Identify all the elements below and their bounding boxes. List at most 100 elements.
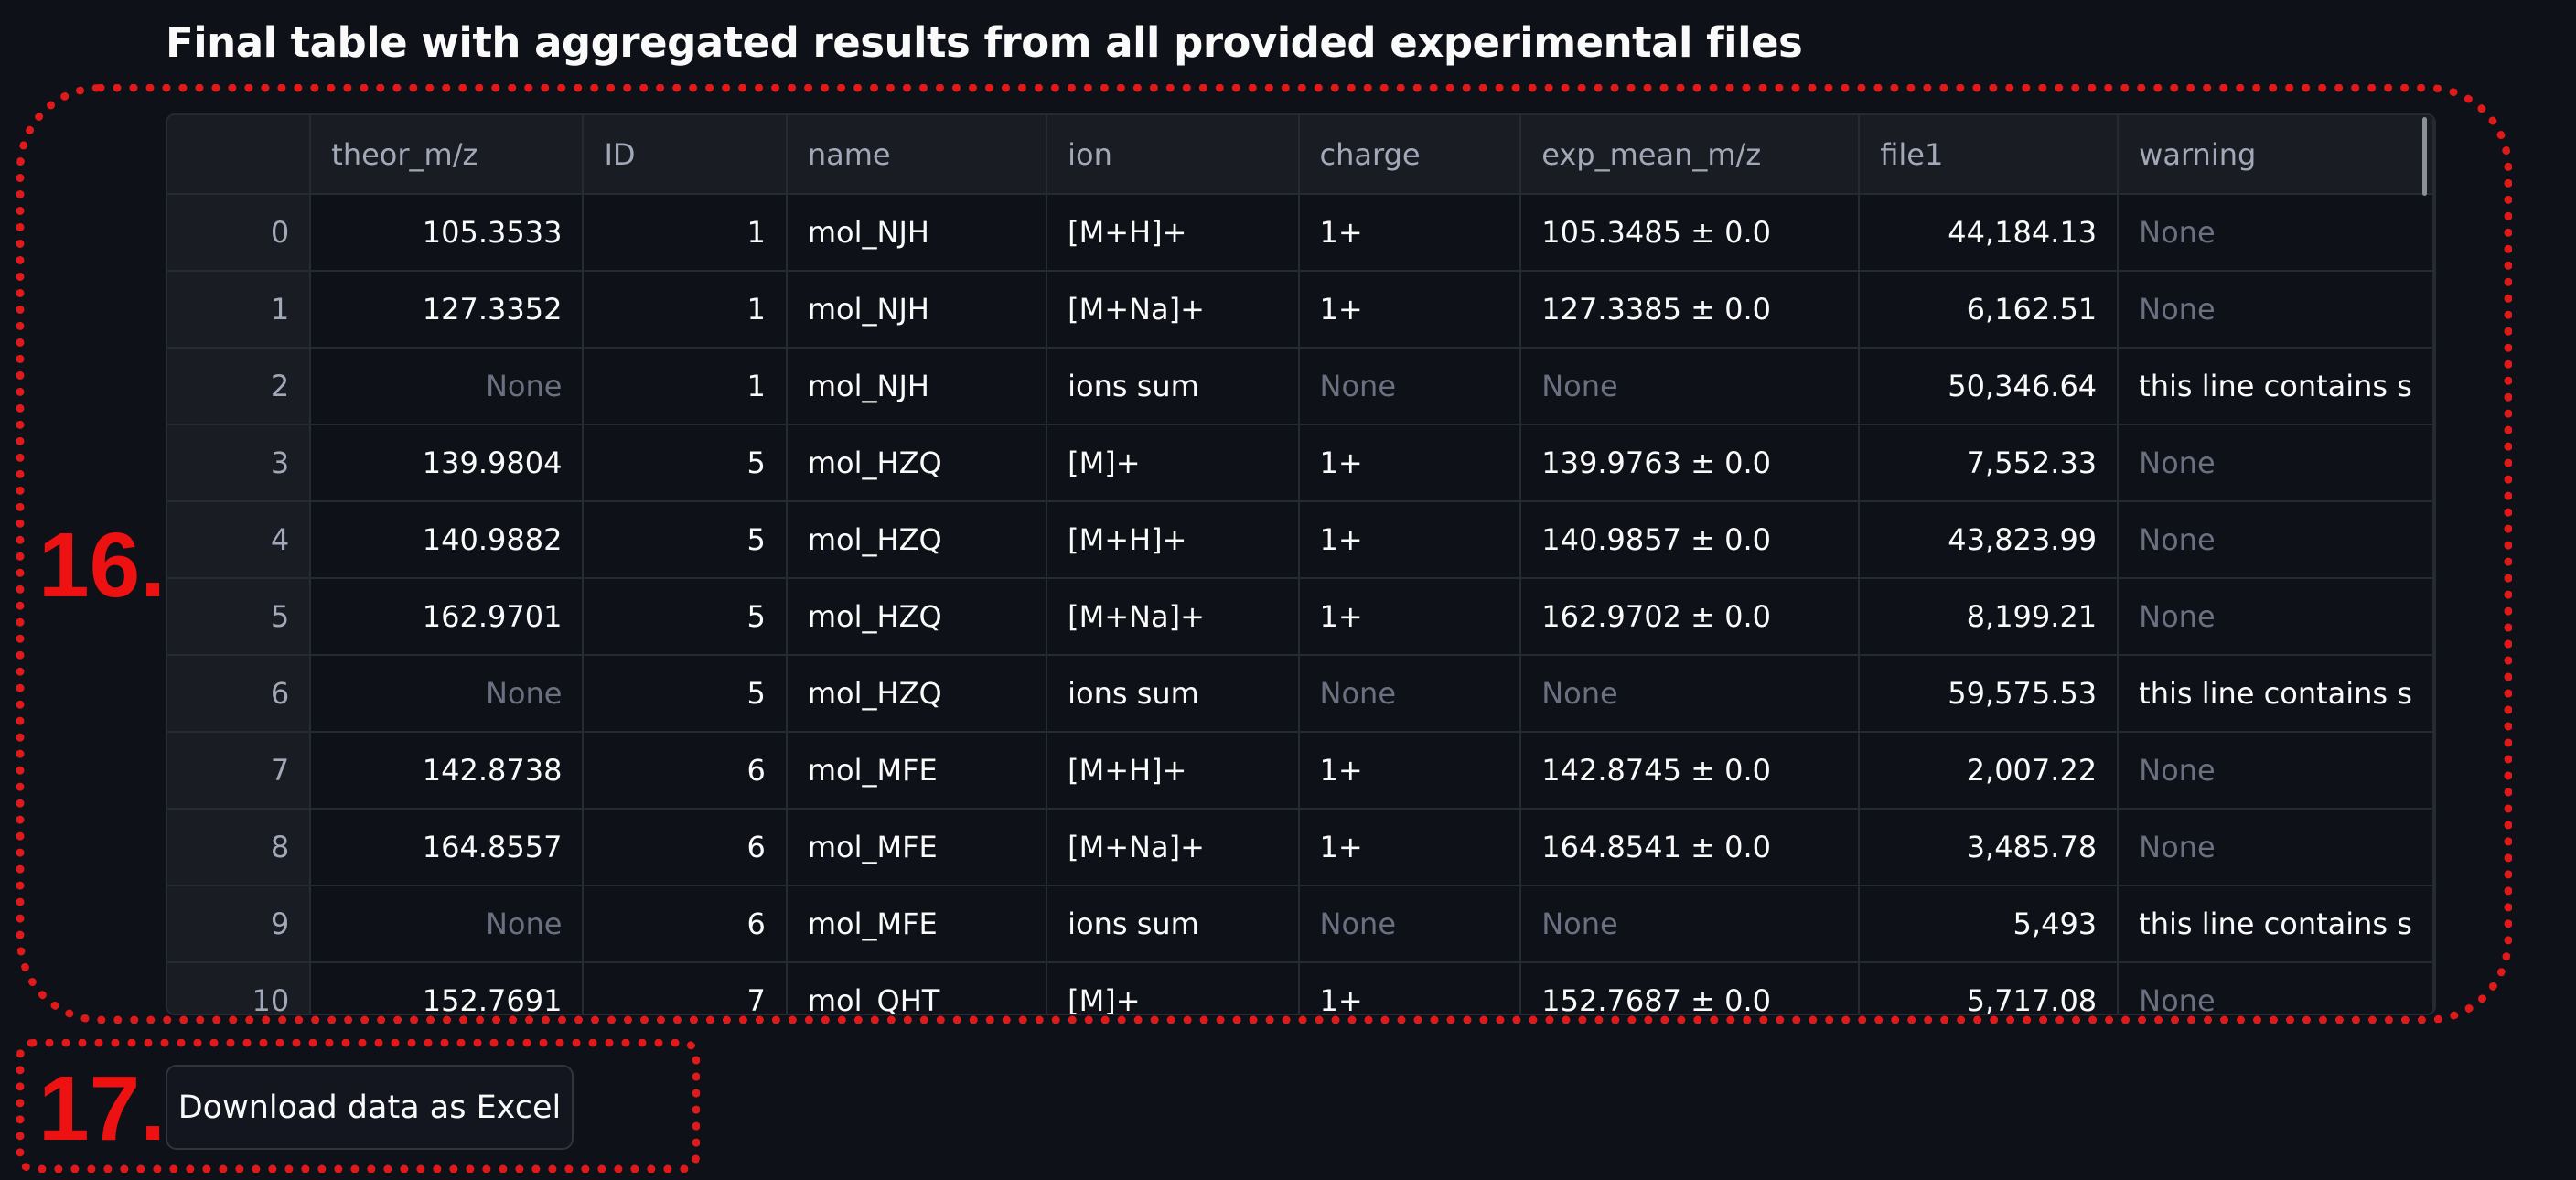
table-row[interactable]: 6 None 5 mol_HZQ ions sum None None 59,575.53 th… <box>167 655 2434 733</box>
column-header[interactable]: name <box>786 115 1048 195</box>
results-table-container[interactable]: theor_m/z ID name ion charge exp_mean_m/z file… <box>166 113 2436 1015</box>
table-cell[interactable]: 1+ <box>1298 424 1522 502</box>
table-cell[interactable]: mol_NJH <box>786 271 1048 349</box>
table-cell[interactable]: 164.8557 <box>310 809 585 886</box>
table-cell[interactable]: 5 <box>583 501 788 579</box>
row-index[interactable]: 9 <box>167 885 312 963</box>
column-header-index[interactable] <box>167 115 312 195</box>
table-cell[interactable]: 5 <box>583 424 788 502</box>
table-cell[interactable]: ions sum <box>1046 348 1300 425</box>
table-row[interactable]: 5 162.9701 5 mol_HZQ [M+Na]+ 1+ 162.9702 ± 0.0… <box>167 578 2434 656</box>
table-cell[interactable]: 43,823.99 <box>1859 501 2120 579</box>
table-cell[interactable]: 140.9882 <box>310 501 585 579</box>
table-cell[interactable]: [M+H]+ <box>1046 732 1300 810</box>
table-cell[interactable]: mol_MFE <box>786 809 1048 886</box>
row-index[interactable]: 6 <box>167 655 312 733</box>
table-cell[interactable]: None <box>1298 885 1522 963</box>
table-cell[interactable]: None <box>310 655 585 733</box>
table-cell[interactable]: None <box>1298 348 1522 425</box>
table-cell[interactable]: mol_MFE <box>786 885 1048 963</box>
table-cell[interactable]: 162.9701 <box>310 578 585 656</box>
table-cell[interactable]: 5,717.08 <box>1859 962 2120 1014</box>
table-cell[interactable]: 6 <box>583 885 788 963</box>
table-cell[interactable]: None <box>2118 732 2434 810</box>
table-cell[interactable]: 6 <box>583 732 788 810</box>
table-cell[interactable]: 142.8745 ± 0.0 <box>1520 732 1861 810</box>
table-cell[interactable]: 1+ <box>1298 194 1522 272</box>
table-cell[interactable]: 3,485.78 <box>1859 809 2120 886</box>
table-cell[interactable]: None <box>2118 578 2434 656</box>
table-cell[interactable]: mol_HZQ <box>786 424 1048 502</box>
row-index[interactable]: 0 <box>167 194 312 272</box>
table-cell[interactable]: 5,493 <box>1859 885 2120 963</box>
table-cell[interactable]: None <box>1520 348 1861 425</box>
table-cell[interactable]: 1+ <box>1298 732 1522 810</box>
table-row[interactable]: 0 105.3533 1 mol_NJH [M+H]+ 1+ 105.3485 ± 0.0 4… <box>167 194 2434 272</box>
table-cell[interactable]: 8,199.21 <box>1859 578 2120 656</box>
table-cell[interactable]: [M]+ <box>1046 962 1300 1014</box>
table-cell[interactable]: 139.9804 <box>310 424 585 502</box>
table-cell[interactable]: 140.9857 ± 0.0 <box>1520 501 1861 579</box>
table-cell[interactable]: [M+H]+ <box>1046 194 1300 272</box>
column-header[interactable]: charge <box>1298 115 1522 195</box>
table-row[interactable]: 9 None 6 mol_MFE ions sum None None 5,493 this l… <box>167 885 2434 963</box>
table-cell[interactable]: 152.7691 <box>310 962 585 1014</box>
table-cell[interactable]: 105.3533 <box>310 194 585 272</box>
table-cell[interactable]: None <box>1298 655 1522 733</box>
table-cell[interactable]: 152.7687 ± 0.0 <box>1520 962 1861 1014</box>
table-cell[interactable]: 1+ <box>1298 809 1522 886</box>
row-index[interactable]: 3 <box>167 424 312 502</box>
table-cell[interactable]: None <box>310 885 585 963</box>
column-header[interactable]: warning <box>2118 115 2434 195</box>
table-cell[interactable]: this line contains s <box>2118 885 2434 963</box>
table-cell[interactable]: 127.3352 <box>310 271 585 349</box>
table-cell[interactable]: 5 <box>583 578 788 656</box>
table-row[interactable]: 1 127.3352 1 mol_NJH [M+Na]+ 1+ 127.3385 ± 0.0… <box>167 271 2434 349</box>
table-cell[interactable]: mol_QHT <box>786 962 1048 1014</box>
row-index[interactable]: 8 <box>167 809 312 886</box>
table-cell[interactable]: None <box>2118 271 2434 349</box>
table-cell[interactable]: 7 <box>583 962 788 1014</box>
column-header[interactable]: ID <box>583 115 788 195</box>
table-cell[interactable]: 1+ <box>1298 962 1522 1014</box>
row-index[interactable]: 10 <box>167 962 312 1014</box>
table-cell[interactable]: mol_HZQ <box>786 655 1048 733</box>
table-cell[interactable]: None <box>2118 194 2434 272</box>
table-cell[interactable]: 127.3385 ± 0.0 <box>1520 271 1861 349</box>
table-cell[interactable]: mol_HZQ <box>786 501 1048 579</box>
table-cell[interactable]: None <box>1520 655 1861 733</box>
table-cell[interactable]: None <box>2118 809 2434 886</box>
table-row[interactable]: 10 152.7691 7 mol_QHT [M]+ 1+ 152.7687 ± 0.0 5,… <box>167 962 2434 1014</box>
table-cell[interactable]: 7,552.33 <box>1859 424 2120 502</box>
table-cell[interactable]: None <box>2118 424 2434 502</box>
row-index[interactable]: 7 <box>167 732 312 810</box>
table-cell[interactable]: 1 <box>583 271 788 349</box>
table-cell[interactable]: 1+ <box>1298 271 1522 349</box>
table-cell[interactable]: ions sum <box>1046 885 1300 963</box>
table-cell[interactable]: mol_NJH <box>786 348 1048 425</box>
table-cell[interactable]: None <box>310 348 585 425</box>
download-excel-button[interactable]: Download data as Excel <box>166 1065 574 1150</box>
table-cell[interactable]: 1 <box>583 194 788 272</box>
column-header[interactable]: file1 <box>1859 115 2120 195</box>
row-index[interactable]: 2 <box>167 348 312 425</box>
table-cell[interactable]: 1+ <box>1298 501 1522 579</box>
table-cell[interactable]: 162.9702 ± 0.0 <box>1520 578 1861 656</box>
horizontal-scrollbar[interactable] <box>2422 117 2427 196</box>
table-cell[interactable]: None <box>1520 885 1861 963</box>
table-cell[interactable]: 139.9763 ± 0.0 <box>1520 424 1861 502</box>
table-cell[interactable]: 59,575.53 <box>1859 655 2120 733</box>
table-cell[interactable]: 1 <box>583 348 788 425</box>
table-cell[interactable]: [M+H]+ <box>1046 501 1300 579</box>
table-cell[interactable]: mol_HZQ <box>786 578 1048 656</box>
table-cell[interactable]: None <box>2118 501 2434 579</box>
table-cell[interactable]: [M+Na]+ <box>1046 578 1300 656</box>
table-cell[interactable]: ions sum <box>1046 655 1300 733</box>
table-cell[interactable]: 142.8738 <box>310 732 585 810</box>
table-cell[interactable]: 6,162.51 <box>1859 271 2120 349</box>
table-cell[interactable]: this line contains s <box>2118 348 2434 425</box>
row-index[interactable]: 5 <box>167 578 312 656</box>
table-row[interactable]: 7 142.8738 6 mol_MFE [M+H]+ 1+ 142.8745 ± 0.0 2… <box>167 732 2434 810</box>
table-row[interactable]: 3 139.9804 5 mol_HZQ [M]+ 1+ 139.9763 ± 0.0 7,5… <box>167 424 2434 502</box>
column-header[interactable]: theor_m/z <box>310 115 585 195</box>
